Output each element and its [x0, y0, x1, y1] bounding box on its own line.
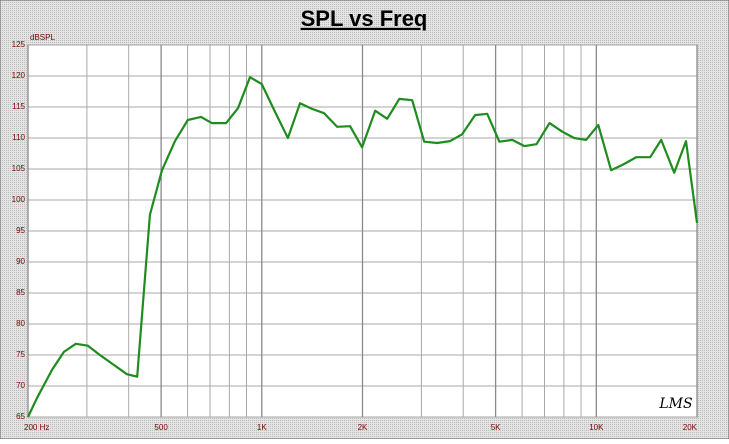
- y-tick-label: 80: [16, 319, 25, 328]
- y-tick-label: 95: [16, 226, 25, 235]
- x-tick-label: 5K: [491, 423, 501, 432]
- chart-title: SPL vs Freq: [301, 6, 428, 31]
- y-tick-label: 100: [12, 195, 26, 204]
- y-tick-label: 85: [16, 288, 25, 297]
- y-tick-label: 110: [12, 133, 25, 142]
- x-tick-label: 10K: [589, 423, 604, 432]
- x-tick-label: 2K: [358, 423, 368, 432]
- y-tick-label: 70: [16, 381, 25, 390]
- spl-line: [27, 76, 699, 418]
- y-axis-label: dBSPL: [30, 33, 55, 42]
- x-tick-label: 200 Hz: [24, 423, 49, 432]
- y-tick-label: 120: [12, 71, 26, 80]
- y-tick-label: 75: [16, 350, 25, 359]
- y-tick-label: 115: [12, 102, 25, 111]
- x-tick-label: 500: [154, 423, 168, 432]
- y-tick-label: 90: [16, 257, 25, 266]
- y-tick-label: 65: [16, 412, 25, 421]
- y-tick-label: 125: [12, 40, 26, 49]
- logo: LMS: [658, 396, 692, 412]
- y-tick-label: 105: [12, 164, 26, 173]
- x-tick-label: 1K: [257, 423, 267, 432]
- x-tick-label: 20K: [683, 423, 698, 432]
